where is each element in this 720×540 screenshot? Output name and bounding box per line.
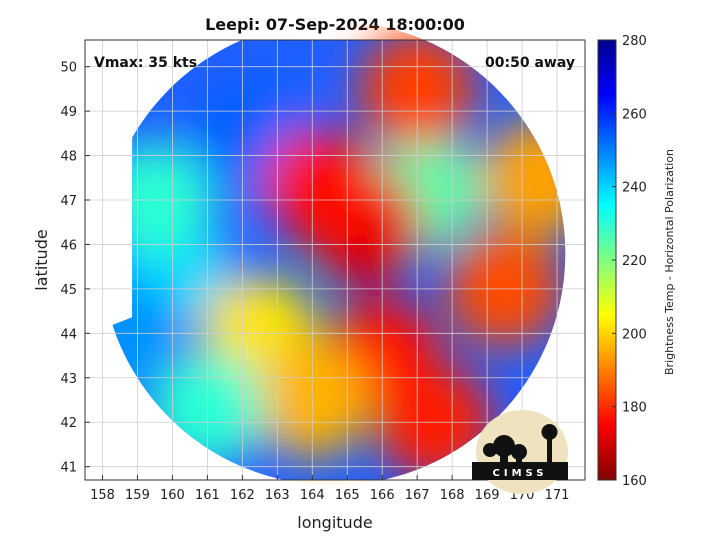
chart-title: Leepi: 07-Sep-2024 18:00:00 xyxy=(205,15,465,34)
y-tick-label: 49 xyxy=(60,105,77,120)
time-offset-annotation: 00:50 away xyxy=(485,55,575,71)
y-tick-label: 47 xyxy=(60,194,77,209)
y-axis-label: latitude xyxy=(32,229,51,290)
y-tick-label: 46 xyxy=(60,238,77,253)
brightness-swath xyxy=(112,30,566,481)
x-tick-label: 164 xyxy=(300,488,325,503)
x-tick-label: 163 xyxy=(265,488,290,503)
x-tick-label: 158 xyxy=(90,488,115,503)
x-tick-label: 160 xyxy=(160,488,185,503)
y-tick-label: 44 xyxy=(60,327,77,342)
x-tick-label: 161 xyxy=(195,488,220,503)
x-tick-label: 169 xyxy=(475,488,500,503)
colorbar-label: Brightness Temp - Horizontal Polarizatio… xyxy=(663,149,676,375)
y-tick-label: 50 xyxy=(60,61,77,76)
colorbar-tick-label: 200 xyxy=(622,327,647,342)
colorbar-tick-label: 240 xyxy=(622,181,647,196)
brightness-blob xyxy=(264,128,381,245)
y-tick-group: 41 42 43 44 45 46 47 48 49 50 xyxy=(60,61,90,476)
y-tick-label: 43 xyxy=(60,372,77,387)
y-tick-label: 41 xyxy=(60,461,77,476)
colorbar-tick-label: 160 xyxy=(622,474,647,489)
plot-frame xyxy=(84,39,586,481)
colorbar-tick-label: 180 xyxy=(622,401,647,416)
x-tick-label: 171 xyxy=(545,488,570,503)
x-tick-label: 168 xyxy=(440,488,465,503)
cimss-logo: CIMSS xyxy=(472,410,568,494)
y-tick-label: 42 xyxy=(60,416,77,431)
x-axis-label: longitude xyxy=(297,513,372,532)
grid-lines xyxy=(85,40,585,480)
vmax-annotation: Vmax: 35 kts xyxy=(94,55,197,71)
y-tick-label: 45 xyxy=(60,283,77,298)
colorbar-tick-label: 260 xyxy=(622,107,647,122)
logo-text: CIMSS xyxy=(493,468,548,479)
y-tick-label: 48 xyxy=(60,150,77,165)
colorbar-tick-group: 160 180 200 220 240 260 280 xyxy=(612,34,647,489)
x-tick-label: 167 xyxy=(405,488,430,503)
brightness-blob xyxy=(481,119,566,236)
colorbar-tick-label: 280 xyxy=(622,34,647,49)
colorbar-tick-label: 220 xyxy=(622,254,647,269)
x-tick-label: 162 xyxy=(230,488,255,503)
x-tick-label: 165 xyxy=(335,488,360,503)
x-tick-label: 166 xyxy=(370,488,395,503)
x-tick-label: 159 xyxy=(125,488,150,503)
